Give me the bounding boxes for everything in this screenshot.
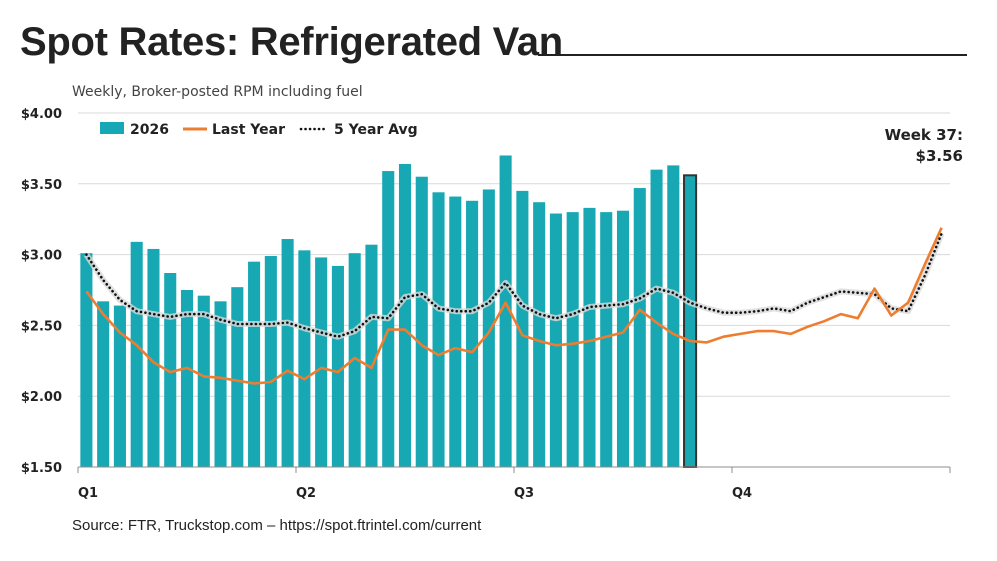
bar [331,265,344,467]
bar [549,213,562,467]
bar [231,287,244,467]
bar [164,273,177,467]
legend-label-5-year-avg: 5 Year Avg [334,122,418,138]
bar [415,176,428,467]
y-tick-label: $1.50 [21,461,62,476]
bar [482,189,495,468]
y-tick-label: $4.00 [21,107,62,122]
bar [533,202,546,467]
bar [130,241,143,467]
bar-series-2026 [80,155,698,469]
bar [97,301,110,467]
chart-title: Spot Rates: Refrigerated Van [20,20,563,64]
bar [398,163,412,467]
x-tick-label: Q2 [296,486,316,501]
bar [583,207,596,467]
annotation: Week 37: $3.56 [885,126,963,165]
bar [248,261,261,467]
bar [264,256,277,467]
bar [180,290,194,467]
annotation-week: Week 37: [885,126,963,144]
axes: $4.00 $3.50 $3.00 $2.50 $2.00 $1.50 Q1 Q2 Q3 Q4 [21,107,951,501]
bar [365,244,378,467]
bar [667,165,680,467]
bar [281,239,294,467]
bar-highlight-week [683,174,698,469]
title-rule [538,54,967,56]
legend-label-2026: 2026 [130,122,169,138]
line-series-5-year-avg [83,232,945,340]
bar [466,200,479,468]
source-note: Source: FTR, Truckstop.com – https://spo… [72,517,482,534]
y-tick-label: $3.50 [21,178,62,193]
bar [432,192,445,467]
chart-subtitle: Weekly, Broker-posted RPM including fuel [72,84,363,100]
bar [516,190,529,467]
bar [147,248,160,467]
bar [315,257,328,467]
bar [197,295,210,467]
bar [80,253,93,467]
bar [298,250,311,467]
bar [566,212,579,467]
x-tick-label: Q1 [78,486,98,501]
bar [499,155,512,468]
line-series-last-year [85,227,943,385]
y-tick-label: $3.00 [21,249,62,264]
y-tick-label: $2.00 [21,390,62,405]
bar [650,169,663,467]
legend-label-last-year: Last Year [212,122,285,138]
avg-line [85,232,943,339]
legend: 2026 Last Year 5 Year Avg [100,122,418,138]
bar [600,212,613,467]
bar [633,188,646,467]
annotation-value: $3.56 [916,147,963,165]
y-tick-label: $2.50 [21,319,62,334]
bar [214,301,227,467]
bar [113,305,126,467]
bar [449,196,462,467]
last-year-line [85,227,943,385]
x-tick-label: Q3 [514,486,534,501]
bar [616,210,630,468]
x-tick-label: Q4 [732,486,752,501]
bar [348,253,361,467]
legend-swatch-2026 [100,122,124,134]
